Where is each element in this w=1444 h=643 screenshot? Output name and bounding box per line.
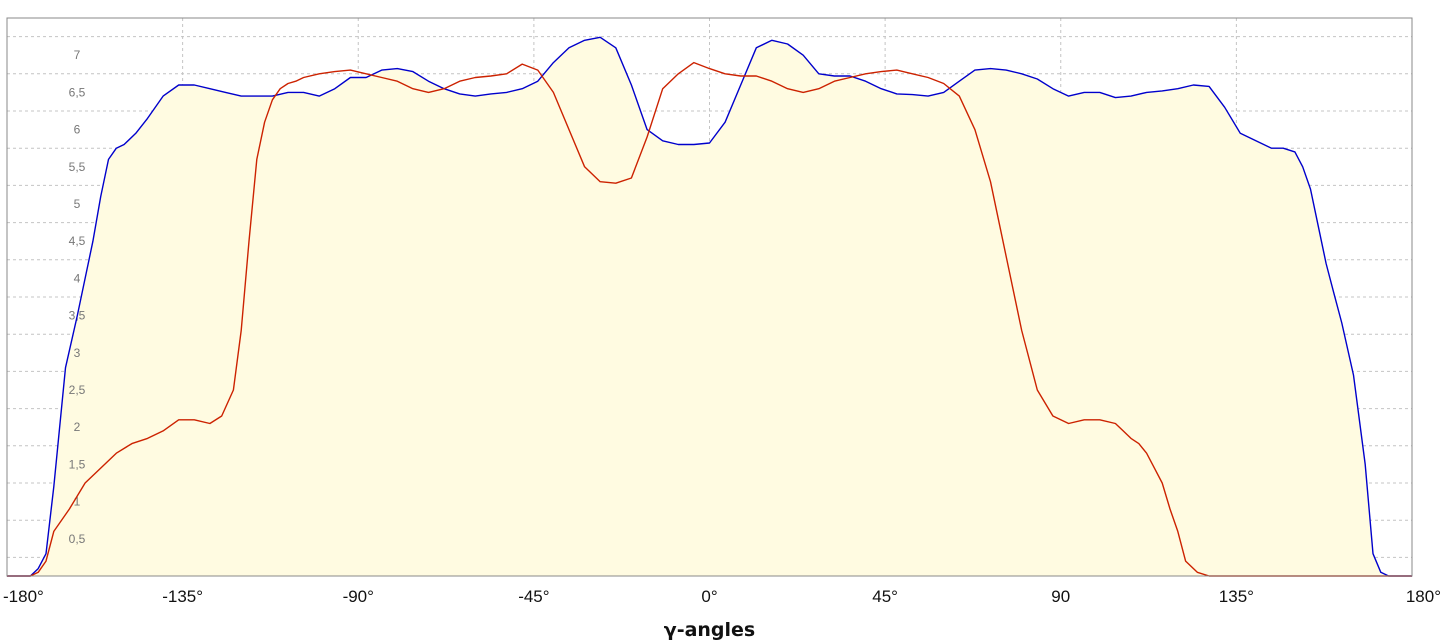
- y-tick-label: 7: [74, 48, 81, 62]
- x-tick-label: 90: [1051, 587, 1070, 606]
- series-lines: [7, 36, 1412, 577]
- x-tick-label: 0°: [701, 587, 717, 606]
- x-tick-label: 180°: [1406, 587, 1441, 606]
- y-tick-label: 4,5: [69, 234, 86, 248]
- y-tick-label: 1: [74, 495, 81, 509]
- x-tick-labels: -180° -135° -90° -45° 0° 45° 90 135° 180°: [3, 587, 1441, 606]
- area-fill-shape: [7, 37, 1412, 577]
- y-tick-label: 2,5: [69, 383, 86, 397]
- y-tick-label: 5: [74, 197, 81, 211]
- y-tick-label: 5,5: [69, 160, 86, 174]
- plot-frame: [6, 17, 1413, 577]
- series-line-2: [7, 61, 1412, 577]
- x-axis-label: γ-angles: [664, 619, 755, 641]
- area-fill: [7, 37, 1412, 577]
- y-tick-label: 1,5: [69, 457, 86, 471]
- y-tick-label: 0,5: [69, 532, 86, 546]
- y-tick-label: 6: [74, 123, 81, 137]
- y-tick-label: 6,5: [69, 85, 86, 99]
- x-tick-label: -180°: [3, 587, 44, 606]
- y-tick-label: 3: [74, 346, 81, 360]
- x-tick-label: 135°: [1219, 587, 1254, 606]
- x-tick-label: -135°: [162, 587, 203, 606]
- y-tick-label: 4: [74, 271, 81, 285]
- x-tick-label: -45°: [518, 587, 549, 606]
- x-tick-label: -90°: [343, 587, 374, 606]
- y-tick-label: 2: [74, 420, 81, 434]
- x-tick-label: 45°: [872, 587, 898, 606]
- y-tick-labels: 0,511,522,533,544,555,566,57: [69, 48, 86, 546]
- series-line-1: [7, 36, 1412, 577]
